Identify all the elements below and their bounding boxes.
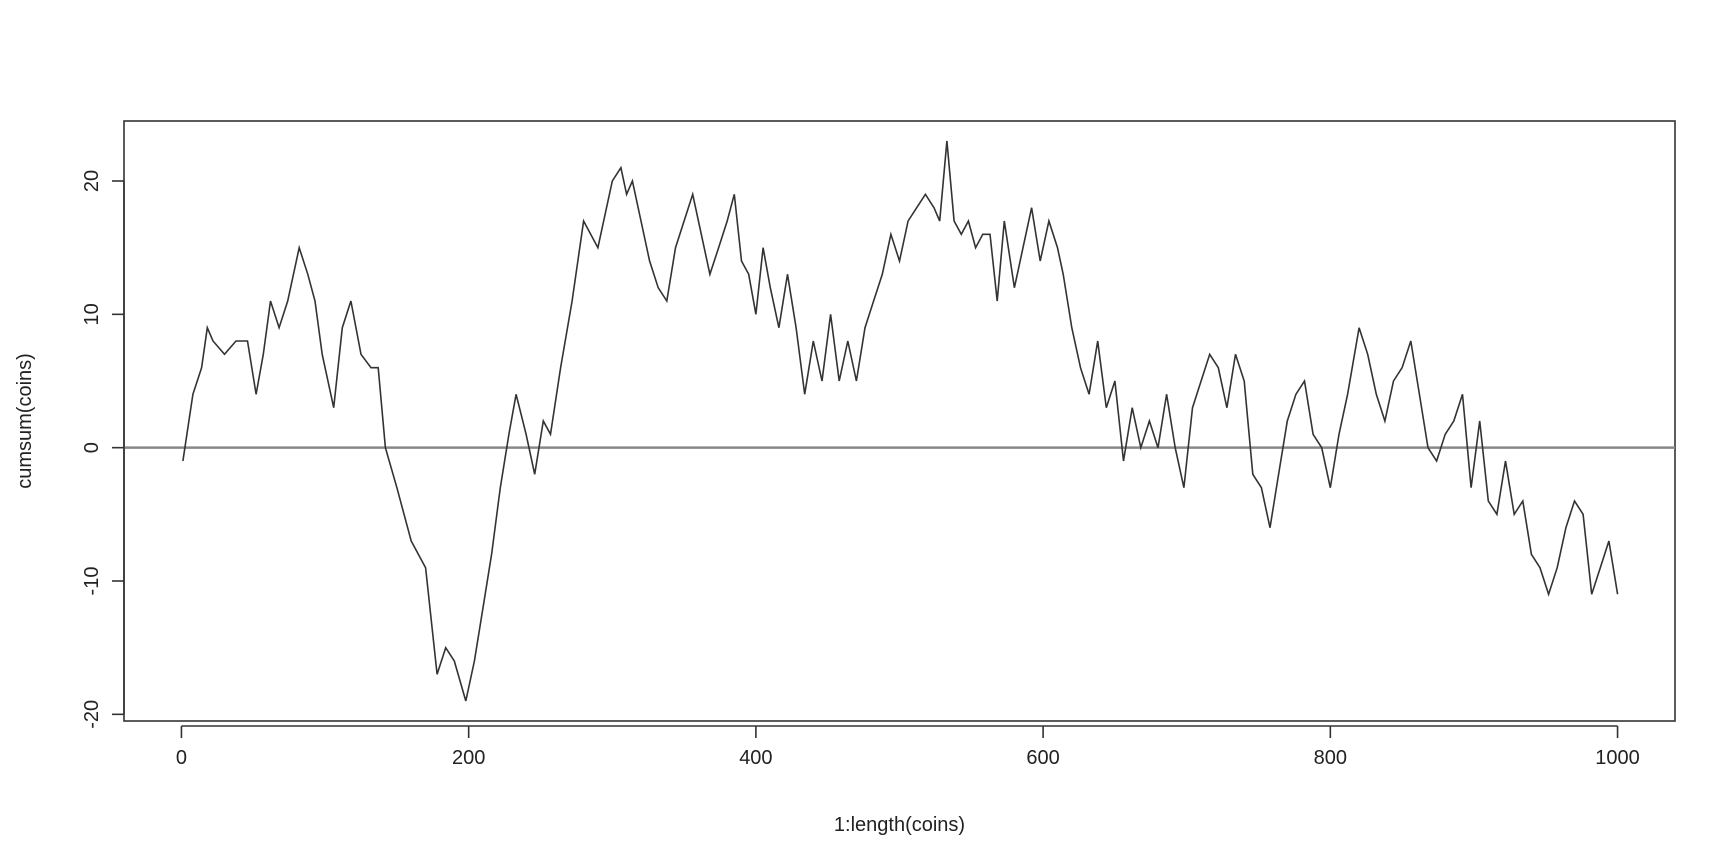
x-tick-label: 0: [176, 747, 187, 769]
x-tick-label: 400: [739, 747, 772, 769]
x-tick-label: 200: [452, 747, 485, 769]
x-tick-label: 1000: [1595, 747, 1640, 769]
x-tick-label: 600: [1026, 747, 1059, 769]
y-tick-label: 10: [81, 303, 103, 325]
y-tick-label: 20: [81, 170, 103, 192]
y-axis-title: cumsum(coins): [14, 353, 36, 489]
y-tick-label: -10: [81, 567, 103, 596]
y-tick-label: -20: [81, 700, 103, 729]
y-tick-label: 0: [81, 442, 103, 453]
x-axis-title: 1:length(coins): [834, 814, 965, 836]
x-tick-label: 800: [1314, 747, 1347, 769]
